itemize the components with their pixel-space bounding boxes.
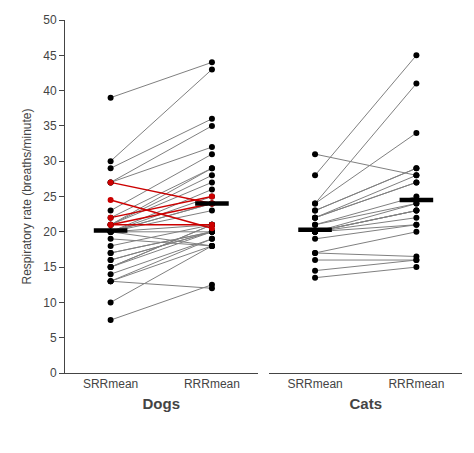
svg-text:5: 5 (50, 331, 57, 345)
svg-text:Respiratory rate (breaths/minu: Respiratory rate (breaths/minute) (20, 108, 34, 284)
svg-text:Dogs: Dogs (143, 395, 181, 412)
svg-text:RRRmean: RRRmean (184, 377, 240, 391)
svg-text:15: 15 (43, 260, 57, 274)
svg-text:30: 30 (43, 154, 57, 168)
svg-text:50: 50 (43, 13, 57, 27)
svg-text:0: 0 (50, 366, 57, 380)
svg-text:35: 35 (43, 119, 57, 133)
svg-text:SRRmean: SRRmean (83, 377, 138, 391)
svg-text:Cats: Cats (349, 395, 382, 412)
svg-text:25: 25 (43, 190, 57, 204)
svg-text:45: 45 (43, 49, 57, 63)
svg-text:20: 20 (43, 225, 57, 239)
svg-text:40: 40 (43, 84, 57, 98)
svg-text:RRRmean: RRRmean (388, 377, 444, 391)
svg-text:10: 10 (43, 296, 57, 310)
svg-text:SRRmean: SRRmean (287, 377, 342, 391)
